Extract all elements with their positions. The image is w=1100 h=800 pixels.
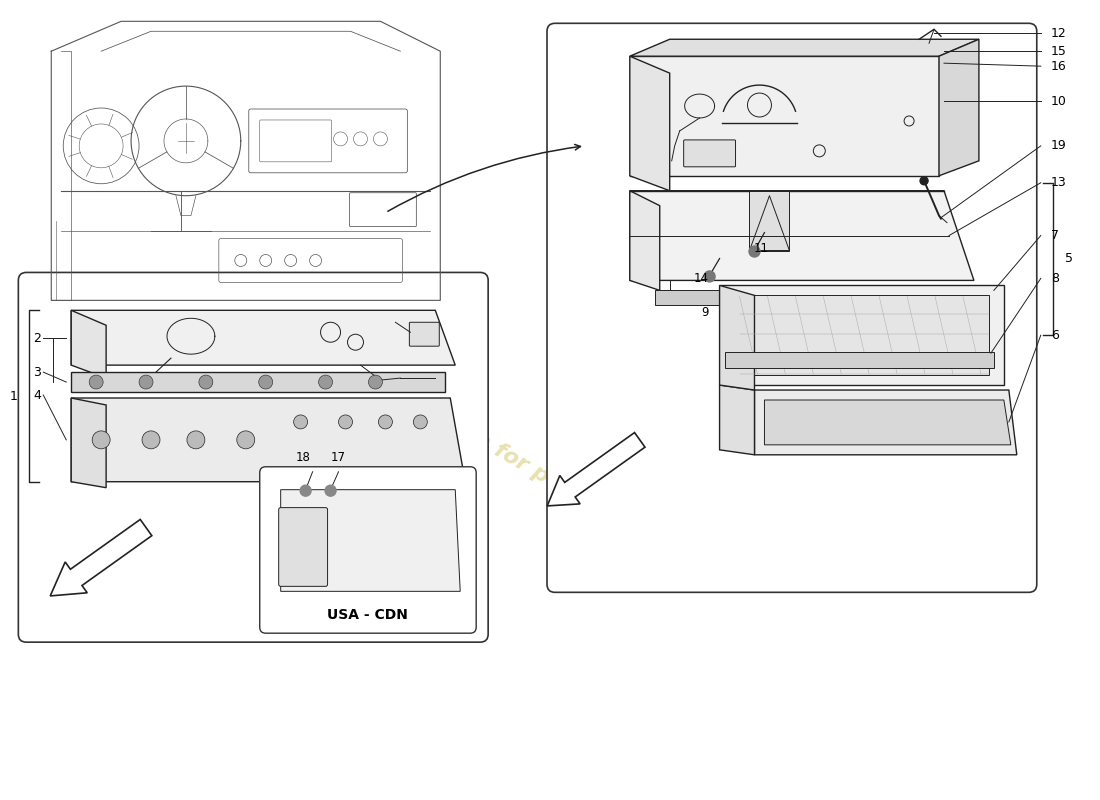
Polygon shape (654, 290, 719, 306)
Polygon shape (719, 385, 755, 455)
Text: 4: 4 (33, 389, 42, 402)
FancyBboxPatch shape (19, 273, 488, 642)
Circle shape (414, 415, 427, 429)
FancyArrow shape (547, 433, 645, 506)
Text: 10: 10 (1050, 94, 1067, 107)
Polygon shape (630, 190, 660, 290)
Circle shape (326, 486, 336, 496)
Circle shape (300, 486, 311, 496)
Circle shape (89, 375, 103, 389)
FancyBboxPatch shape (409, 322, 439, 346)
Polygon shape (72, 310, 455, 365)
Text: 18: 18 (295, 450, 310, 464)
Circle shape (236, 431, 255, 449)
Polygon shape (630, 39, 979, 56)
Text: 11: 11 (754, 242, 769, 255)
Text: USA - CDN: USA - CDN (327, 608, 408, 622)
Circle shape (258, 375, 273, 389)
Polygon shape (725, 352, 994, 368)
Polygon shape (719, 286, 755, 390)
Circle shape (187, 431, 205, 449)
Text: 5: 5 (1065, 253, 1072, 266)
Circle shape (368, 375, 383, 389)
Polygon shape (72, 372, 446, 392)
Polygon shape (280, 490, 460, 591)
Polygon shape (630, 190, 974, 281)
Circle shape (142, 431, 160, 449)
Text: 9: 9 (701, 306, 708, 319)
Polygon shape (735, 295, 989, 375)
Circle shape (749, 246, 760, 257)
Text: 16: 16 (1050, 60, 1067, 73)
Text: 19: 19 (1050, 139, 1067, 152)
Text: 2: 2 (33, 332, 42, 345)
Polygon shape (630, 56, 670, 190)
Circle shape (139, 375, 153, 389)
FancyBboxPatch shape (260, 466, 476, 633)
FancyBboxPatch shape (547, 23, 1037, 592)
Text: 14: 14 (694, 272, 710, 285)
Circle shape (339, 415, 352, 429)
Polygon shape (764, 400, 1011, 445)
Text: 12: 12 (1050, 26, 1067, 40)
Text: 7: 7 (1050, 229, 1058, 242)
Polygon shape (72, 310, 106, 378)
Text: a passion for parts since 1985: a passion for parts since 1985 (381, 377, 719, 583)
FancyBboxPatch shape (684, 140, 736, 167)
Circle shape (92, 431, 110, 449)
Text: 3: 3 (33, 366, 42, 378)
Text: 15: 15 (1050, 45, 1067, 58)
Polygon shape (749, 190, 790, 250)
Polygon shape (72, 398, 106, 488)
Circle shape (319, 375, 332, 389)
FancyArrow shape (51, 519, 152, 596)
Polygon shape (939, 39, 979, 176)
Circle shape (199, 375, 213, 389)
Polygon shape (755, 390, 1016, 455)
FancyBboxPatch shape (278, 508, 328, 586)
Circle shape (920, 177, 928, 185)
Circle shape (378, 415, 393, 429)
Text: 8: 8 (1050, 272, 1058, 285)
Circle shape (704, 271, 715, 282)
Text: 6: 6 (1050, 329, 1058, 342)
Text: 17: 17 (331, 450, 346, 464)
Polygon shape (72, 398, 465, 482)
Text: 13: 13 (1050, 176, 1067, 190)
Polygon shape (630, 56, 939, 176)
Polygon shape (719, 286, 1004, 385)
Circle shape (294, 415, 308, 429)
Text: 1: 1 (10, 390, 18, 402)
